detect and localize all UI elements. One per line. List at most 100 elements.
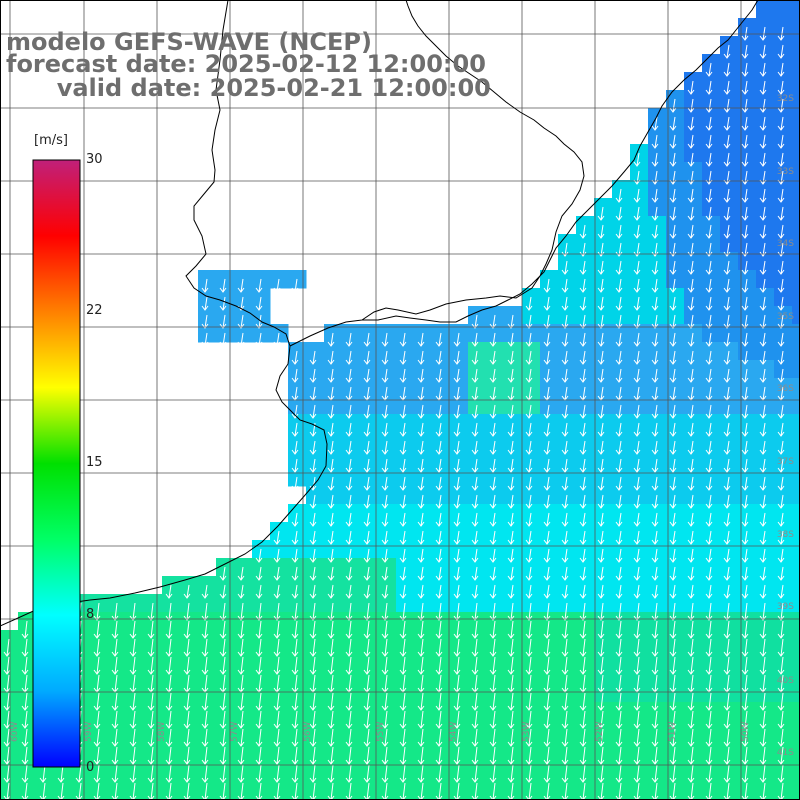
wind-arrow (219, 692, 227, 711)
wind-arrow (579, 656, 587, 675)
wind-arrow (435, 422, 443, 437)
wind-arrow (327, 530, 335, 545)
wind-arrow (669, 620, 677, 639)
wind-arrow (543, 602, 551, 621)
wind-arrow (183, 728, 191, 747)
wind-arrow (453, 350, 461, 365)
wind-arrow (507, 746, 515, 765)
wind-cell (468, 792, 487, 800)
wind-arrow (741, 278, 749, 293)
wind-arrow (255, 314, 263, 329)
wind-arrow (507, 602, 515, 621)
wind-arrow (615, 224, 623, 239)
wind-arrow (579, 584, 587, 599)
wind-arrow (651, 764, 659, 783)
wind-arrow (777, 206, 785, 221)
wind-arrow (777, 26, 785, 41)
wind-arrow (345, 656, 353, 675)
wind-cell (792, 738, 800, 757)
wind-arrow (489, 440, 497, 455)
wind-arrow (633, 152, 641, 167)
wind-arrow (597, 224, 605, 239)
wind-arrow (561, 728, 569, 747)
wind-arrow (237, 566, 245, 581)
wind-arrow (309, 368, 317, 383)
wind-arrow (201, 656, 209, 675)
lat-label: 34S (776, 239, 794, 249)
wind-arrow (237, 764, 245, 783)
wind-arrow (309, 746, 317, 765)
wind-arrow (363, 656, 371, 675)
wind-arrow (579, 314, 587, 329)
wind-arrow (309, 566, 317, 581)
wind-arrow (669, 404, 677, 419)
wind-arrow (453, 368, 461, 383)
wind-arrow (705, 260, 713, 275)
wind-arrow (219, 314, 227, 329)
wind-arrow (687, 224, 695, 239)
wind-arrow (579, 440, 587, 455)
wind-arrow (417, 584, 425, 599)
wind-arrow (111, 656, 119, 675)
wind-arrow (219, 710, 227, 729)
wind-arrow (597, 278, 605, 293)
wind-arrow (255, 332, 263, 347)
wind-arrow (615, 404, 623, 419)
wind-arrow (633, 566, 641, 581)
wind-arrow (759, 746, 767, 765)
wind-arrow (291, 278, 299, 293)
wind-arrow (327, 710, 335, 729)
wind-arrow (453, 566, 461, 581)
wind-arrow (489, 620, 497, 639)
wind-arrow (273, 602, 281, 621)
wind-arrow (327, 584, 335, 599)
wind-arrow (759, 44, 767, 59)
wind-arrow (669, 602, 677, 621)
wind-arrow (741, 350, 749, 365)
wind-arrow (543, 728, 551, 747)
wind-arrow (561, 620, 569, 639)
wind-cell (792, 396, 800, 415)
wind-arrow (435, 476, 443, 491)
wind-arrow (705, 368, 713, 383)
wind-arrow (363, 548, 371, 563)
wind-arrow (21, 782, 29, 800)
wind-arrow (3, 638, 11, 657)
wind-arrow (345, 692, 353, 711)
wind-arrow (633, 476, 641, 491)
wind-arrow (399, 638, 407, 657)
wind-arrow (93, 602, 101, 621)
wind-arrow (309, 404, 317, 419)
wind-arrow (399, 530, 407, 545)
wind-arrow (741, 710, 749, 729)
wind-arrow (201, 692, 209, 711)
wind-arrow (525, 332, 533, 347)
wind-arrow (381, 530, 389, 545)
wind-arrow (741, 656, 749, 675)
wind-arrow (561, 602, 569, 621)
wind-arrow (633, 638, 641, 657)
wind-arrow (633, 206, 641, 221)
wind-arrow (417, 782, 425, 800)
wind-arrow (723, 728, 731, 747)
wind-arrow (687, 278, 695, 293)
wind-arrow (687, 620, 695, 639)
wind-arrow (111, 764, 119, 783)
wind-arrow (507, 566, 515, 581)
wind-cell (504, 792, 523, 800)
wind-arrow (111, 692, 119, 711)
valid-date: valid date: 2025-02-21 12:00:00 (40, 74, 491, 102)
lon-label: 60W (10, 721, 20, 742)
wind-arrow (21, 656, 29, 675)
wind-arrow (363, 332, 371, 347)
wind-arrow (147, 638, 155, 657)
wind-arrow (561, 404, 569, 419)
wind-arrow (633, 728, 641, 747)
wind-arrow (417, 638, 425, 657)
wind-arrow (579, 458, 587, 473)
wind-cell (792, 234, 800, 253)
wind-cell (0, 792, 19, 800)
wind-arrow (543, 782, 551, 800)
wind-arrow (723, 332, 731, 347)
wind-arrow (453, 584, 461, 599)
